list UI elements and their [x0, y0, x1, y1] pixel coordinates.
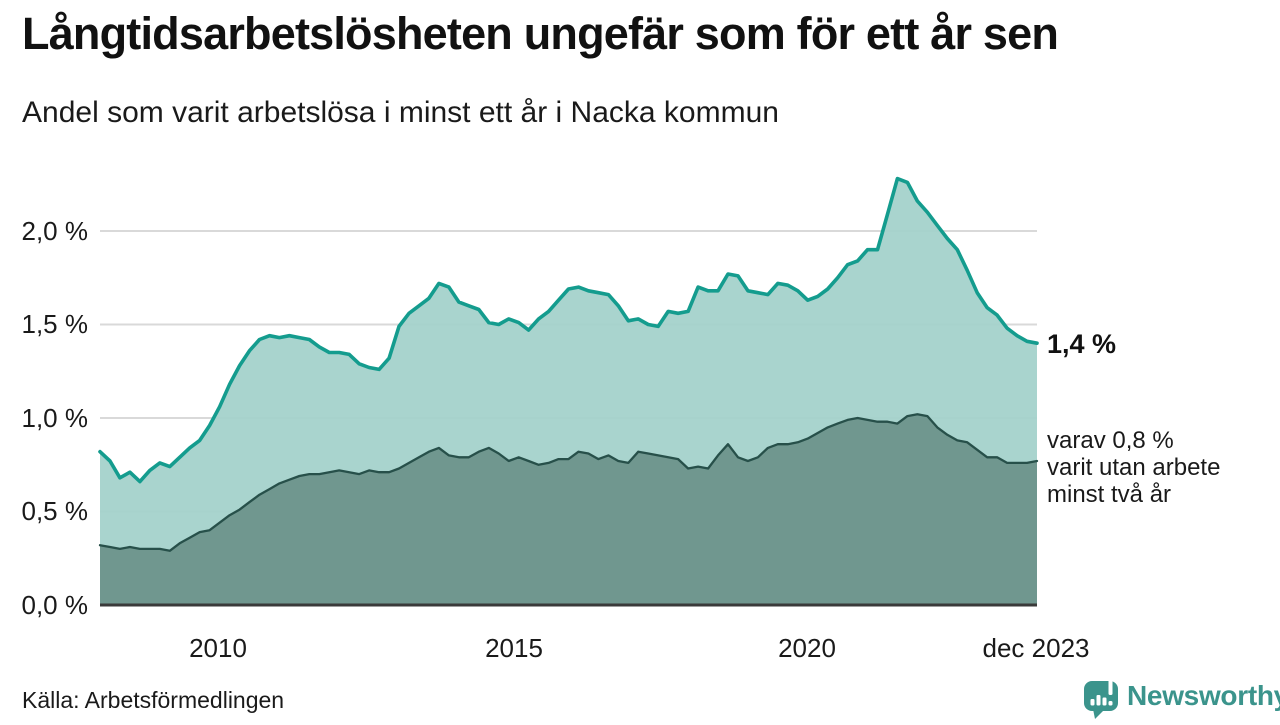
y-axis-label-1-0: 1,0 % — [21, 403, 89, 433]
series2-annotation: varav 0,8 % varit utan arbete minst två … — [1047, 427, 1277, 508]
series2-annotation-line1: varav 0,8 % — [1047, 427, 1174, 454]
y-axis-label-0-0: 0,0 % — [21, 590, 89, 620]
source-note: Källa: Arbetsförmedlingen — [22, 687, 285, 713]
x-axis-label-2010: 2010 — [189, 633, 247, 663]
chart-title: Långtidsarbetslösheten ungefär som för e… — [22, 8, 1059, 59]
y-axis-label-2-0: 2,0 % — [21, 216, 89, 246]
newsworthy-wordmark: Newsworthy — [1127, 680, 1280, 711]
y-axis-label-0-5: 0,5 % — [21, 496, 89, 526]
series2-annotation-line2: varit utan arbete — [1047, 454, 1221, 481]
x-axis-label-dec-2023: dec 2023 — [982, 633, 1090, 663]
x-axis-label-2020: 2020 — [778, 633, 836, 663]
chart-subtitle: Andel som varit arbetslösa i minst ett å… — [22, 96, 779, 129]
x-axis-label-2015: 2015 — [485, 633, 543, 663]
series1-latest-value-label: 1,4 % — [1047, 329, 1117, 359]
series2-annotation-line3: minst två år — [1047, 481, 1172, 508]
newsworthy-logo: Newsworthy — [1082, 676, 1280, 720]
y-axis-label-1-5: 1,5 % — [21, 309, 89, 339]
newsworthy-icon — [1084, 679, 1118, 719]
